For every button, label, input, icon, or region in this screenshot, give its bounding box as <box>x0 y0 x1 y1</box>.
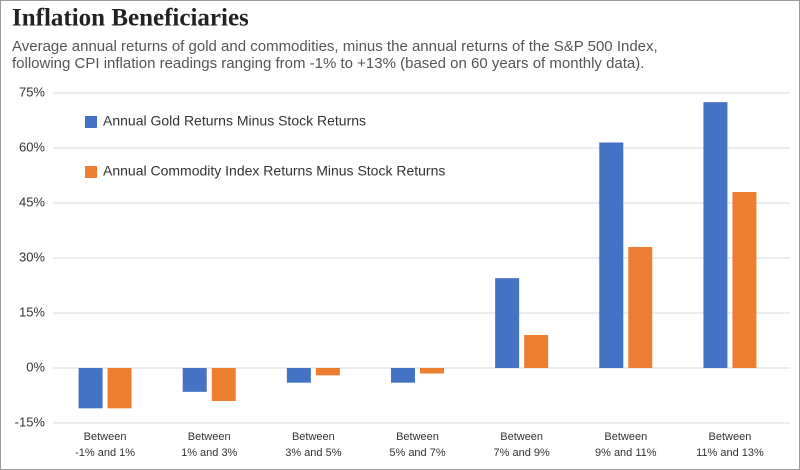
x-tick-label: 9% and 11% <box>595 447 657 459</box>
legend-label: Annual Commodity Index Returns Minus Sto… <box>103 163 445 179</box>
bar <box>703 102 728 369</box>
x-tick-label: 11% and 13% <box>696 447 764 459</box>
chart-title: Inflation Beneficiaries <box>12 5 249 32</box>
x-tick-label: Between <box>709 431 752 443</box>
chart-subtitle: following CPI inflation readings ranging… <box>12 55 644 72</box>
y-tick-label: 75% <box>19 84 45 99</box>
bar <box>524 335 549 368</box>
x-tick-label: Between <box>84 431 127 443</box>
x-tick-label: 1% and 3% <box>181 447 237 459</box>
bar <box>286 368 311 383</box>
bar <box>182 368 207 392</box>
x-tick-label: 7% and 9% <box>494 447 550 459</box>
x-tick-label: 5% and 7% <box>389 447 445 459</box>
y-tick-label: 30% <box>19 249 45 264</box>
bar <box>599 142 624 368</box>
bar <box>628 247 653 368</box>
bar <box>315 368 340 376</box>
legend-swatch <box>85 116 97 128</box>
x-tick-label: Between <box>500 431 543 443</box>
bar <box>732 192 757 368</box>
chart-subtitle: Average annual returns of gold and commo… <box>12 38 658 55</box>
x-tick-label: -1% and 1% <box>75 447 135 459</box>
y-tick-label: 15% <box>19 304 45 319</box>
bar <box>420 368 444 374</box>
x-tick-label: 3% and 5% <box>285 447 341 459</box>
legend-swatch <box>85 166 97 178</box>
y-tick-label: 60% <box>19 139 45 154</box>
legend-label: Annual Gold Returns Minus Stock Returns <box>103 113 366 129</box>
bar <box>211 368 236 401</box>
bar <box>78 368 103 409</box>
x-tick-label: Between <box>292 431 335 443</box>
y-tick-label: 0% <box>26 359 45 374</box>
y-tick-label: -15% <box>15 414 46 429</box>
x-tick-label: Between <box>396 431 439 443</box>
bar <box>495 278 520 368</box>
y-tick-label: 45% <box>19 194 45 209</box>
x-tick-label: Between <box>188 431 231 443</box>
bar <box>107 368 132 409</box>
bar <box>391 368 415 383</box>
x-tick-label: Between <box>604 431 647 443</box>
